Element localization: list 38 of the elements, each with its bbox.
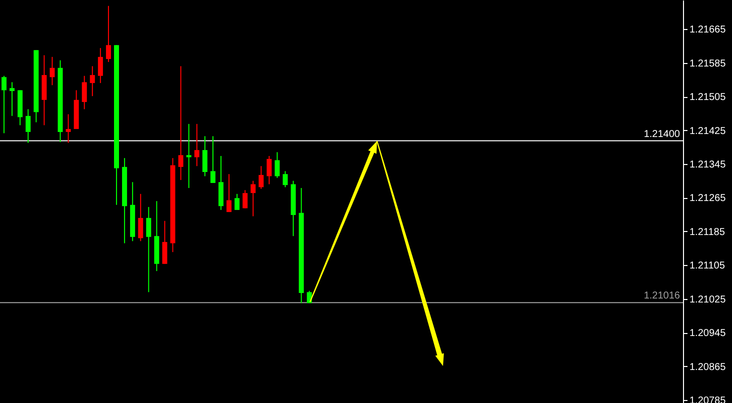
ref-line-label: 1.21400 bbox=[644, 128, 680, 140]
y-tick-label: 1.21665 bbox=[690, 24, 726, 36]
candlestick bbox=[146, 206, 152, 293]
candlestick bbox=[202, 136, 208, 177]
y-tick-label: 1.21105 bbox=[690, 260, 726, 272]
candlestick bbox=[186, 123, 192, 189]
candlestick bbox=[282, 170, 288, 188]
y-tick-label: 1.21505 bbox=[690, 92, 726, 104]
candlestick bbox=[234, 193, 240, 210]
candlestick bbox=[266, 155, 272, 185]
candlestick bbox=[178, 66, 184, 180]
candlestick bbox=[50, 56, 55, 86]
y-tick-label: 1.21025 bbox=[690, 294, 726, 306]
candlestick bbox=[106, 5, 111, 62]
candlestick bbox=[82, 75, 87, 110]
y-tick-label: 1.21345 bbox=[690, 159, 726, 170]
candlestick bbox=[258, 166, 264, 190]
y-tick-label: 1.20945 bbox=[690, 328, 726, 340]
candlestick bbox=[90, 66, 95, 97]
candlestick bbox=[250, 180, 256, 217]
y-tick-label: 1.21265 bbox=[690, 193, 726, 204]
candlestick bbox=[242, 190, 248, 209]
candlestick bbox=[2, 75, 7, 134]
y-tick-label: 1.21585 bbox=[690, 58, 726, 70]
y-tick-label: 1.21425 bbox=[690, 126, 726, 137]
candlestick bbox=[10, 82, 15, 116]
candlestick bbox=[226, 174, 232, 213]
y-tick-label: 1.20865 bbox=[690, 362, 726, 373]
candlestick bbox=[66, 114, 71, 144]
candlestick bbox=[138, 193, 144, 242]
candlestick bbox=[194, 123, 200, 167]
y-tick-label: 1.21185 bbox=[690, 226, 726, 238]
candlestick bbox=[98, 48, 103, 84]
candlestick bbox=[210, 136, 216, 184]
ref-line-label: 1.21016 bbox=[644, 290, 680, 302]
candlestick bbox=[274, 152, 280, 178]
candlestick bbox=[26, 108, 31, 144]
candlestick bbox=[162, 220, 168, 264]
